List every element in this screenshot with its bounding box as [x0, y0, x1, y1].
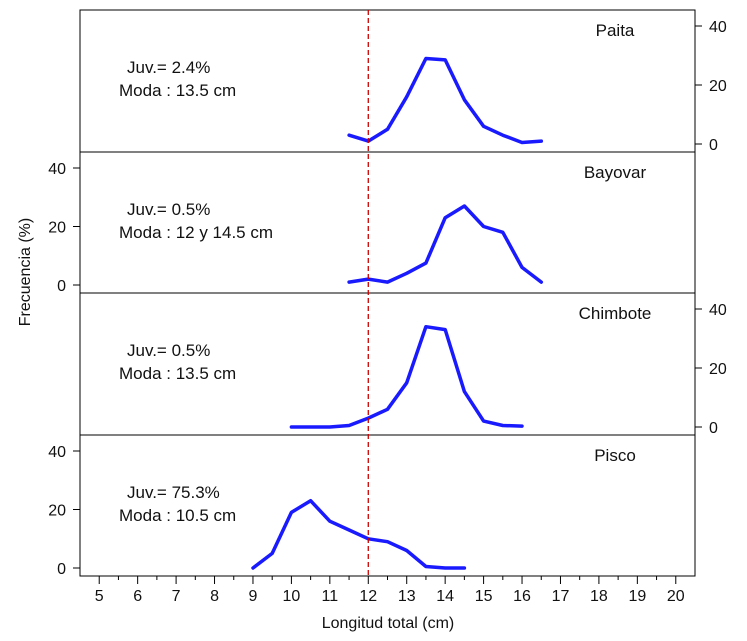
site-label-chimbote: Chimbote [579, 304, 652, 323]
juvenile-annotation: Juv.= 2.4% [127, 58, 210, 77]
x-tick-label: 17 [552, 588, 570, 605]
x-tick-label: 18 [590, 588, 608, 605]
mode-annotation: Moda : 12 y 14.5 cm [119, 223, 273, 242]
juvenile-annotation: Juv.= 0.5% [127, 341, 210, 360]
series-line-bayovar [347, 204, 544, 284]
x-tick-label: 6 [133, 588, 142, 605]
x-tick-label: 12 [359, 588, 377, 605]
panels-group: 0 20 40 Paita Juv.= 2.4% Moda : 13.5 cm 0 20 40 B… [48, 9, 727, 578]
x-tick-label: 5 [95, 588, 104, 605]
x-tick-label: 15 [475, 588, 493, 605]
x-tick-label: 11 [322, 588, 339, 605]
x-tick-label: 16 [513, 588, 531, 605]
site-label-pisco: Pisco [594, 446, 636, 465]
series-line-chimbote [289, 324, 524, 429]
y-tick-label: 40 [48, 444, 66, 461]
series-line-paita [347, 56, 544, 145]
y-tick-label: 0 [709, 137, 718, 154]
x-tick-label: 8 [210, 588, 219, 605]
x-tick-label: 7 [172, 588, 181, 605]
y-tick-label: 20 [48, 503, 66, 520]
y-tick-label: 0 [57, 278, 66, 295]
site-label-paita: Paita [596, 21, 635, 40]
x-tick-label: 20 [667, 588, 685, 605]
y-tick-label: 20 [709, 361, 727, 378]
y-tick-label: 40 [709, 19, 727, 36]
x-axis: 5 6 7 8 9 10 11 12 13 14 15 16 17 18 19 20 [95, 576, 685, 605]
panel-pisco: 0 20 40 Pisco Juv.= 75.3% Moda : 10.5 cm [48, 434, 696, 578]
y-tick-label: 20 [48, 220, 66, 237]
y-tick-label: 40 [709, 302, 727, 319]
juvenile-annotation: Juv.= 0.5% [127, 200, 210, 219]
panel-bayovar: 0 20 40 Bayovar Juv.= 0.5% Moda : 12 y 14.5 c… [48, 151, 696, 295]
x-axis-title: Longitud total (cm) [322, 615, 455, 632]
y-tick-label: 20 [709, 78, 727, 95]
panel-paita: 0 20 40 Paita Juv.= 2.4% Moda : 13.5 cm [79, 9, 727, 154]
x-tick-label: 13 [398, 588, 416, 605]
mode-annotation: Moda : 13.5 cm [119, 81, 236, 100]
site-label-bayovar: Bayovar [584, 163, 647, 182]
y-tick-label: 40 [48, 161, 66, 178]
x-tick-label: 10 [283, 588, 301, 605]
x-tick-label: 9 [249, 588, 258, 605]
x-tick-label: 14 [436, 588, 454, 605]
y-tick-label: 0 [57, 561, 66, 578]
y-axis-title: Frecuencia (%) [17, 218, 34, 326]
juvenile-annotation: Juv.= 75.3% [127, 483, 220, 502]
y-tick-label: 0 [709, 420, 718, 437]
series-line-pisco [251, 498, 467, 570]
mode-annotation: Moda : 10.5 cm [119, 506, 236, 525]
panel-chimbote: 0 20 40 Chimbote Juv.= 0.5% Moda : 13.5 cm [79, 292, 727, 437]
x-tick-label: 19 [628, 588, 646, 605]
mode-annotation: Moda : 13.5 cm [119, 364, 236, 383]
